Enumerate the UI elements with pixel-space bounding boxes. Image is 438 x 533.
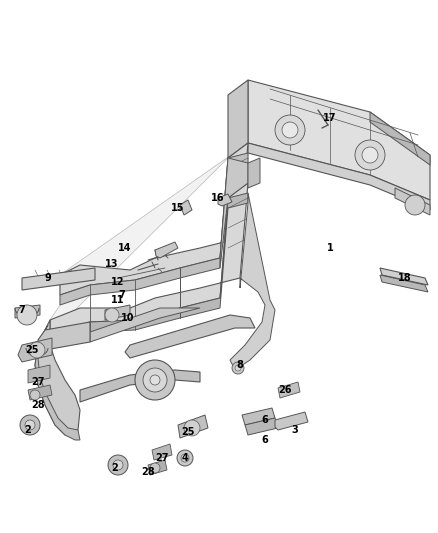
Polygon shape [38, 322, 90, 350]
Text: 28: 28 [141, 467, 155, 477]
Text: 15: 15 [171, 203, 185, 213]
Circle shape [405, 195, 425, 215]
Polygon shape [248, 158, 260, 188]
Text: 16: 16 [211, 193, 225, 203]
Polygon shape [155, 242, 178, 258]
Polygon shape [18, 338, 52, 362]
Circle shape [275, 115, 305, 145]
Text: 26: 26 [278, 385, 292, 395]
Circle shape [108, 455, 128, 475]
Circle shape [113, 460, 123, 470]
Polygon shape [275, 412, 308, 430]
Polygon shape [380, 268, 428, 285]
Polygon shape [50, 193, 248, 345]
Polygon shape [50, 183, 248, 335]
Text: 10: 10 [121, 313, 135, 323]
Circle shape [30, 390, 40, 400]
Circle shape [143, 368, 167, 392]
Polygon shape [50, 143, 248, 335]
Polygon shape [370, 112, 430, 165]
Polygon shape [125, 315, 255, 358]
Polygon shape [28, 365, 50, 383]
Text: 3: 3 [292, 425, 298, 435]
Text: 14: 14 [118, 243, 132, 253]
Polygon shape [248, 80, 430, 200]
Circle shape [105, 308, 119, 322]
Text: 17: 17 [323, 113, 337, 123]
Circle shape [135, 360, 175, 400]
Text: 28: 28 [31, 400, 45, 410]
Polygon shape [60, 143, 248, 295]
Circle shape [232, 362, 244, 374]
Polygon shape [178, 415, 208, 438]
Text: 27: 27 [155, 453, 169, 463]
Circle shape [355, 140, 385, 170]
Circle shape [177, 450, 193, 466]
Circle shape [17, 305, 37, 325]
Text: 9: 9 [45, 273, 51, 283]
Circle shape [150, 375, 160, 385]
Polygon shape [28, 385, 52, 400]
Polygon shape [148, 460, 167, 475]
Text: 4: 4 [182, 453, 188, 463]
Text: 25: 25 [181, 427, 195, 437]
Polygon shape [278, 382, 300, 398]
Text: 13: 13 [105, 259, 119, 269]
Polygon shape [90, 308, 200, 342]
Polygon shape [220, 158, 248, 268]
Polygon shape [230, 193, 275, 370]
Circle shape [184, 420, 200, 436]
Text: 25: 25 [25, 345, 39, 355]
Polygon shape [60, 153, 248, 305]
Polygon shape [105, 305, 130, 320]
Polygon shape [218, 194, 232, 206]
Polygon shape [395, 188, 430, 215]
Text: 27: 27 [31, 377, 45, 387]
Circle shape [282, 122, 298, 138]
Text: 11: 11 [111, 295, 125, 305]
Circle shape [20, 415, 40, 435]
Circle shape [150, 463, 160, 473]
Polygon shape [242, 408, 275, 425]
Text: 1: 1 [327, 243, 333, 253]
Text: 12: 12 [111, 277, 125, 287]
Text: 18: 18 [398, 273, 412, 283]
Circle shape [29, 342, 45, 358]
Text: 2: 2 [112, 463, 118, 473]
Circle shape [235, 365, 241, 371]
Polygon shape [245, 418, 278, 435]
Polygon shape [80, 370, 200, 402]
Text: 7: 7 [119, 290, 125, 300]
Circle shape [181, 454, 189, 462]
Polygon shape [248, 143, 430, 210]
Circle shape [362, 147, 378, 163]
Polygon shape [35, 325, 80, 440]
Text: 6: 6 [261, 415, 268, 425]
Polygon shape [15, 305, 40, 318]
Polygon shape [35, 320, 80, 435]
Text: 6: 6 [261, 435, 268, 445]
Polygon shape [22, 268, 95, 290]
Text: 2: 2 [25, 425, 32, 435]
Polygon shape [180, 200, 192, 215]
Circle shape [25, 420, 35, 430]
Polygon shape [152, 444, 172, 460]
Text: 7: 7 [19, 305, 25, 315]
Polygon shape [228, 80, 248, 158]
Polygon shape [380, 275, 428, 292]
Text: 8: 8 [237, 360, 244, 370]
